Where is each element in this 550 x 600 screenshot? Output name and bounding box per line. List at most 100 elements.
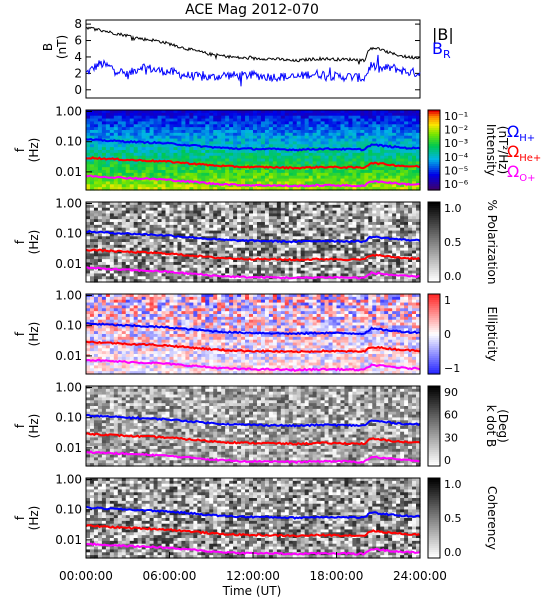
spectrogram-cell <box>185 267 190 272</box>
spectrogram-cell <box>272 219 278 223</box>
spectrogram-cell <box>296 175 302 180</box>
spectrogram-cell <box>412 213 417 217</box>
spectrogram-cell <box>360 224 365 229</box>
spectrogram-cell <box>388 239 393 243</box>
spectrogram-cell <box>380 115 385 120</box>
spectrogram-cell <box>328 202 334 206</box>
spectrogram-cell <box>412 202 417 206</box>
spectrogram-cell <box>153 279 159 283</box>
panel3-group: 1.000.100.01f (Hz)1.00.50.0% Polarization <box>13 197 499 285</box>
spectrogram-cell <box>276 216 282 220</box>
spectrogram-cell <box>141 267 147 272</box>
spectrogram-cell <box>388 233 393 237</box>
spectrogram-cell <box>416 155 421 160</box>
spectrogram-cell <box>404 233 409 237</box>
spectrogram-cell <box>408 250 413 255</box>
spectrogram-cell <box>181 227 187 232</box>
spectrogram-cell <box>97 356 103 361</box>
spectrogram-cell <box>260 152 266 157</box>
spectrogram-cell <box>284 227 290 232</box>
spectrogram-cell <box>264 250 270 255</box>
spectrogram-cell <box>169 279 175 283</box>
spectrogram-cell <box>125 244 131 249</box>
spectrogram-cell <box>328 170 334 174</box>
spectrogram-cell <box>368 233 373 237</box>
spectrogram-cell <box>372 256 377 260</box>
colorbar-tick-label: 10⁻⁴ <box>444 151 469 164</box>
spectrogram-cell <box>217 264 222 269</box>
spectrogram-cell <box>101 302 107 307</box>
spectrogram-cell <box>165 155 171 160</box>
spectrogram-cell <box>304 259 310 263</box>
spectrogram-cell <box>205 230 210 235</box>
spectrogram-cell <box>125 121 131 125</box>
spectrogram-cell <box>280 130 286 134</box>
spectrogram-cell <box>392 250 397 255</box>
spectrogram-cell <box>109 270 115 275</box>
spectrogram-cell <box>360 158 365 163</box>
spectrogram-cell <box>404 204 409 209</box>
spectrogram-cell <box>209 147 214 151</box>
spectrogram-cell <box>193 239 198 243</box>
spectrogram-cell <box>157 256 163 260</box>
spectrogram-cell <box>237 138 242 143</box>
spectrogram-cell <box>141 242 147 246</box>
spectrogram-cell <box>288 210 294 215</box>
spectrogram-cell <box>109 178 115 183</box>
spectrogram-cell <box>161 250 167 255</box>
spectrogram-cell <box>97 210 103 215</box>
spectrogram-cell <box>145 121 151 125</box>
spectrogram-cell <box>189 167 194 171</box>
spectrogram-cell <box>137 170 143 174</box>
spectrogram-cell <box>197 264 202 269</box>
spectrogram-cell <box>149 267 155 272</box>
spectrogram-cell <box>328 161 334 165</box>
spectrogram-cell <box>89 334 95 338</box>
spectrogram-cell <box>117 219 123 223</box>
spectrogram-cell <box>93 184 99 188</box>
spectrogram-cell <box>416 150 421 154</box>
spectrogram-cell <box>356 264 361 269</box>
spectrogram-cell <box>268 262 274 266</box>
spectrogram-cell <box>348 207 354 212</box>
spectrogram-cell <box>245 247 250 252</box>
spectrogram-cell <box>268 236 274 240</box>
spectrogram-cell <box>153 276 159 280</box>
spectrogram-cell <box>408 115 413 120</box>
spectrogram-cell <box>213 267 218 272</box>
spectrogram-cell <box>129 224 135 229</box>
spectrogram-cell <box>256 244 262 249</box>
spectrogram-cell <box>189 264 194 269</box>
spectrogram-cell <box>101 365 107 369</box>
spectrogram-cell <box>229 242 234 246</box>
spectrogram-cell <box>97 219 103 223</box>
spectrogram-cell <box>396 155 401 160</box>
spectrogram-cell <box>324 219 330 223</box>
spectrogram-cell <box>364 144 369 148</box>
spectrogram-cell <box>241 150 246 154</box>
spectrogram-cell <box>197 132 202 137</box>
spectrogram-cell <box>117 230 123 235</box>
spectrogram-cell <box>249 181 254 185</box>
spectrogram-cell <box>404 216 409 220</box>
spectrogram-cell <box>133 147 139 151</box>
spectrogram-cell <box>396 242 401 246</box>
spectrogram-cell <box>292 124 298 128</box>
spectrogram-cell <box>97 224 103 229</box>
spectrogram-cell <box>284 222 290 226</box>
spectrogram-cell <box>213 270 218 275</box>
spectrogram-cell <box>416 170 421 174</box>
spectrogram-cell <box>213 141 218 145</box>
spectrogram-cell <box>161 256 167 260</box>
spectrogram-cell <box>169 213 175 217</box>
spectrogram-cell <box>125 147 131 151</box>
spectrogram-cell <box>320 155 326 160</box>
spectrogram-cell <box>316 167 322 171</box>
spectrogram-cell <box>324 110 330 114</box>
spectrogram-cell <box>396 167 401 171</box>
spectrogram-cell <box>133 184 139 188</box>
spectrogram-cell <box>109 207 115 212</box>
spectrogram-cell <box>101 259 107 263</box>
spectrogram-cell <box>276 178 282 183</box>
spectrogram-cell <box>149 147 155 151</box>
